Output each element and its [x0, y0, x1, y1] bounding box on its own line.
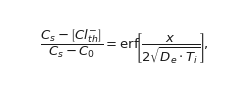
Text: $\dfrac{C_s - \left[Cl_{th}^{-}\right]}{C_s - C_0} = \mathrm{erf}\!\left[\dfrac{: $\dfrac{C_s - \left[Cl_{th}^{-}\right]}{…	[40, 27, 209, 66]
